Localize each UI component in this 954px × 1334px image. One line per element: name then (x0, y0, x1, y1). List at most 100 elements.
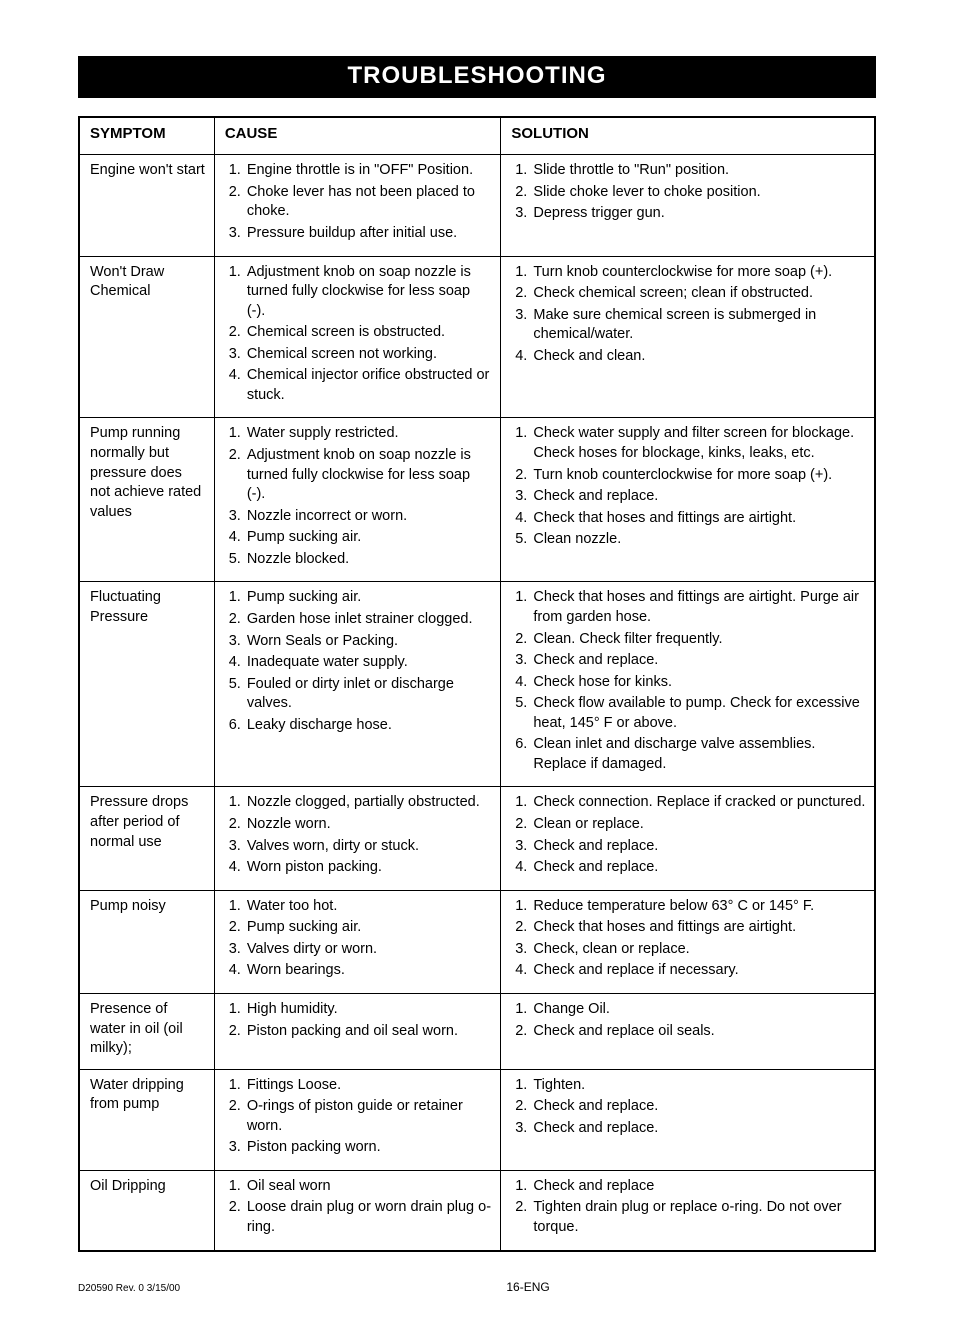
cause-list: Oil seal wornLoose drain plug or worn dr… (225, 1177, 493, 1238)
list-item: Check connection. Replace if cracked or … (531, 793, 866, 813)
list-item: Pressure buildup after initial use. (245, 224, 493, 244)
list-item: Check, clean or replace. (531, 940, 866, 960)
solution-cell: Reduce temperature below 63° C or 145° F… (501, 890, 875, 993)
list-item: Slide throttle to "Run" position. (531, 161, 866, 181)
list-item: Pump sucking air. (245, 918, 493, 938)
list-item: Clean or replace. (531, 815, 866, 835)
list-item: Nozzle clogged, partially obstructed. (245, 793, 493, 813)
table-row: Pump running normally but pressure does … (79, 418, 875, 582)
solution-cell: Slide throttle to "Run" position.Slide c… (501, 155, 875, 256)
list-item: Nozzle incorrect or worn. (245, 507, 493, 527)
cause-list: High humidity.Piston packing and oil sea… (225, 1000, 493, 1041)
table-row: Won't Draw ChemicalAdjustment knob on so… (79, 256, 875, 418)
list-item: Loose drain plug or worn drain plug o-ri… (245, 1198, 493, 1237)
solution-list: Check water supply and filter screen for… (511, 424, 866, 549)
list-item: Garden hose inlet strainer clogged. (245, 610, 493, 630)
header-symptom: SYMPTOM (79, 117, 214, 155)
list-item: Check flow available to pump. Check for … (531, 694, 866, 733)
list-item: Turn knob counterclockwise for more soap… (531, 263, 866, 283)
list-item: Check that hoses and fittings are airtig… (531, 509, 866, 529)
list-item: Chemical screen not working. (245, 345, 493, 365)
list-item: O-rings of piston guide or retainer worn… (245, 1097, 493, 1136)
cause-list: Water too hot.Pump sucking air.Valves di… (225, 897, 493, 981)
list-item: Choke lever has not been placed to choke… (245, 183, 493, 222)
cause-cell: Fittings Loose.O-rings of piston guide o… (214, 1069, 501, 1170)
cause-list: Water supply restricted.Adjustment knob … (225, 424, 493, 569)
list-item: Chemical injector orifice obstructed or … (245, 366, 493, 405)
list-item: Valves dirty or worn. (245, 940, 493, 960)
list-item: Worn Seals or Packing. (245, 632, 493, 652)
list-item: Worn bearings. (245, 961, 493, 981)
solution-list: Tighten.Check and replace.Check and repl… (511, 1076, 866, 1139)
symptom-cell: Pump running normally but pressure does … (79, 418, 214, 582)
list-item: Check hose for kinks. (531, 673, 866, 693)
symptom-cell: Water dripping from pump (79, 1069, 214, 1170)
list-item: Pump sucking air. (245, 588, 493, 608)
cause-list: Adjustment knob on soap nozzle is turned… (225, 263, 493, 406)
list-item: Valves worn, dirty or stuck. (245, 837, 493, 857)
list-item: Worn piston packing. (245, 858, 493, 878)
footer-center: 16-ENG (506, 1280, 549, 1294)
list-item: Check and replace. (531, 651, 866, 671)
cause-cell: Water supply restricted.Adjustment knob … (214, 418, 501, 582)
solution-cell: Tighten.Check and replace.Check and repl… (501, 1069, 875, 1170)
header-row: SYMPTOM CAUSE SOLUTION (79, 117, 875, 155)
list-item: Check chemical screen; clean if obstruct… (531, 284, 866, 304)
list-item: Nozzle worn. (245, 815, 493, 835)
list-item: High humidity. (245, 1000, 493, 1020)
troubleshooting-table: SYMPTOM CAUSE SOLUTION Engine won't star… (78, 116, 876, 1252)
table-row: Presence of water in oil (oil milky);Hig… (79, 993, 875, 1069)
symptom-cell: Engine won't start (79, 155, 214, 256)
table-body: Engine won't startEngine throttle is in … (79, 155, 875, 1251)
header-cause: CAUSE (214, 117, 501, 155)
footer-left: D20590 Rev. 0 3/15/00 (78, 1283, 180, 1294)
list-item: Piston packing worn. (245, 1138, 493, 1158)
list-item: Check and replace oil seals. (531, 1022, 866, 1042)
list-item: Inadequate water supply. (245, 653, 493, 673)
cause-list: Nozzle clogged, partially obstructed.Noz… (225, 793, 493, 877)
list-item: Tighten drain plug or replace o-ring. Do… (531, 1198, 866, 1237)
list-item: Check water supply and filter screen for… (531, 424, 866, 463)
solution-list: Change Oil.Check and replace oil seals. (511, 1000, 866, 1041)
list-item: Slide choke lever to choke position. (531, 183, 866, 203)
header-solution: SOLUTION (501, 117, 875, 155)
list-item: Clean. Check filter frequently. (531, 630, 866, 650)
list-item: Check and replace. (531, 858, 866, 878)
list-item: Pump sucking air. (245, 528, 493, 548)
table-row: Pump noisyWater too hot.Pump sucking air… (79, 890, 875, 993)
list-item: Check and replace if necessary. (531, 961, 866, 981)
solution-cell: Check that hoses and fittings are airtig… (501, 582, 875, 787)
solution-list: Turn knob counterclockwise for more soap… (511, 263, 866, 367)
list-item: Check and replace. (531, 837, 866, 857)
list-item: Piston packing and oil seal worn. (245, 1022, 493, 1042)
table-row: Pressure drops after period of normal us… (79, 787, 875, 890)
list-item: Clean inlet and discharge valve assembli… (531, 735, 866, 774)
list-item: Make sure chemical screen is submerged i… (531, 306, 866, 345)
cause-cell: Engine throttle is in "OFF" Position.Cho… (214, 155, 501, 256)
solution-list: Check that hoses and fittings are airtig… (511, 588, 866, 774)
list-item: Nozzle blocked. (245, 550, 493, 570)
cause-cell: Adjustment knob on soap nozzle is turned… (214, 256, 501, 418)
cause-cell: High humidity.Piston packing and oil sea… (214, 993, 501, 1069)
list-item: Check and replace. (531, 487, 866, 507)
list-item: Oil seal worn (245, 1177, 493, 1197)
solution-list: Check connection. Replace if cracked or … (511, 793, 866, 877)
list-item: Fouled or dirty inlet or discharge valve… (245, 675, 493, 714)
symptom-cell: Fluctuating Pressure (79, 582, 214, 787)
solution-cell: Turn knob counterclockwise for more soap… (501, 256, 875, 418)
solution-list: Reduce temperature below 63° C or 145° F… (511, 897, 866, 981)
list-item: Chemical screen is obstructed. (245, 323, 493, 343)
list-item: Tighten. (531, 1076, 866, 1096)
solution-cell: Change Oil.Check and replace oil seals. (501, 993, 875, 1069)
cause-cell: Nozzle clogged, partially obstructed.Noz… (214, 787, 501, 890)
solution-cell: Check water supply and filter screen for… (501, 418, 875, 582)
cause-cell: Water too hot.Pump sucking air.Valves di… (214, 890, 501, 993)
list-item: Adjustment knob on soap nozzle is turned… (245, 263, 493, 322)
solution-list: Slide throttle to "Run" position.Slide c… (511, 161, 866, 224)
table-row: Engine won't startEngine throttle is in … (79, 155, 875, 256)
list-item: Change Oil. (531, 1000, 866, 1020)
table-row: Fluctuating Pressure Pump sucking air.Gar… (79, 582, 875, 787)
list-item: Water too hot. (245, 897, 493, 917)
solution-list: Check and replaceTighten drain plug or r… (511, 1177, 866, 1238)
footer: D20590 Rev. 0 3/15/00 16-ENG (78, 1280, 876, 1294)
